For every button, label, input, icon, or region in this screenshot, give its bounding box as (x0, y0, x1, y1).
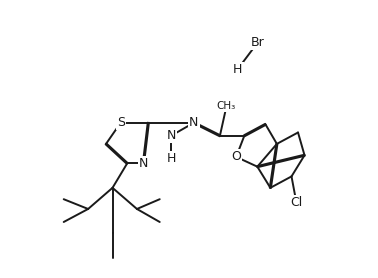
Text: Cl: Cl (290, 196, 302, 209)
Text: S: S (117, 116, 125, 129)
Text: Br: Br (251, 36, 264, 49)
Text: N: N (189, 116, 198, 129)
Text: H: H (233, 63, 243, 76)
Text: N: N (166, 129, 176, 142)
Text: CH₃: CH₃ (217, 101, 236, 111)
Text: N: N (139, 157, 148, 170)
Text: O: O (231, 150, 241, 163)
Text: H: H (166, 152, 176, 165)
